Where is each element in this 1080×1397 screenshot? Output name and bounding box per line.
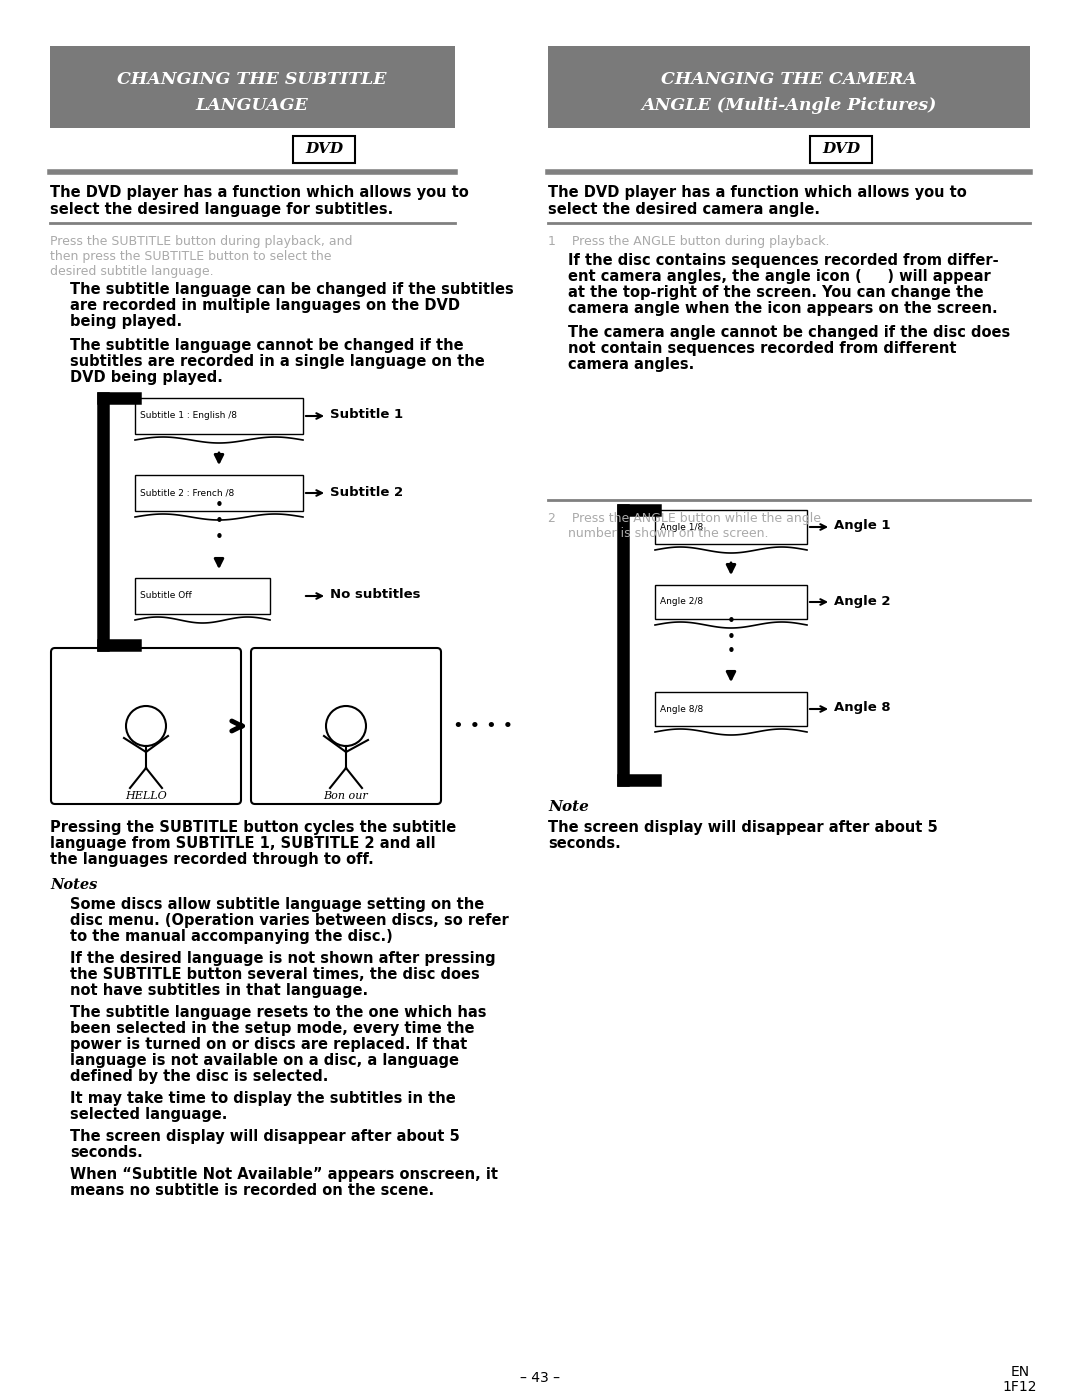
Text: LANGUAGE: LANGUAGE	[195, 96, 309, 113]
Bar	[293, 136, 355, 163]
Bar	[135, 475, 303, 511]
Text: •: •	[215, 499, 224, 514]
Bar	[135, 398, 303, 434]
Text: power is turned on or discs are replaced. If that: power is turned on or discs are replaced…	[70, 1037, 468, 1052]
Text: Angle 2/8: Angle 2/8	[660, 598, 703, 606]
Text: camera angle when the icon appears on the screen.: camera angle when the icon appears on th…	[568, 300, 998, 316]
Text: Angle 8: Angle 8	[834, 701, 891, 714]
Text: The screen display will disappear after about 5: The screen display will disappear after …	[70, 1129, 460, 1144]
Bar	[135, 578, 270, 615]
Text: Angle 1/8: Angle 1/8	[660, 522, 703, 531]
Text: seconds.: seconds.	[548, 835, 621, 851]
Text: at the top-right of the screen. You can change the: at the top-right of the screen. You can …	[568, 285, 984, 300]
Text: select the desired language for subtitles.: select the desired language for subtitle…	[50, 203, 393, 217]
Text: desired subtitle language.: desired subtitle language.	[50, 265, 214, 278]
Text: Subtitle 2 : French /8: Subtitle 2 : French /8	[140, 489, 234, 497]
Text: Subtitle 2: Subtitle 2	[330, 486, 403, 499]
Text: When “Subtitle Not Available” appears onscreen, it: When “Subtitle Not Available” appears on…	[70, 1166, 498, 1182]
Text: the SUBTITLE button several times, the disc does: the SUBTITLE button several times, the d…	[70, 967, 480, 982]
Text: Note: Note	[548, 800, 589, 814]
Text: •: •	[215, 531, 224, 545]
Text: It may take time to display the subtitles in the: It may take time to display the subtitle…	[70, 1091, 456, 1106]
Text: are recorded in multiple languages on the DVD: are recorded in multiple languages on th…	[70, 298, 460, 313]
Text: seconds.: seconds.	[70, 1146, 143, 1160]
Text: not have subtitles in that language.: not have subtitles in that language.	[70, 983, 368, 997]
Text: Pressing the SUBTITLE button cycles the subtitle: Pressing the SUBTITLE button cycles the …	[50, 820, 456, 835]
Text: number is shown on the screen.: number is shown on the screen.	[548, 527, 769, 541]
Text: ANGLE (Multi-Angle Pictures): ANGLE (Multi-Angle Pictures)	[642, 96, 936, 113]
Text: – 43 –: – 43 –	[519, 1370, 561, 1384]
Text: Some discs allow subtitle language setting on the: Some discs allow subtitle language setti…	[70, 897, 484, 912]
Text: The camera angle cannot be changed if the disc does: The camera angle cannot be changed if th…	[568, 326, 1010, 339]
Text: The DVD player has a function which allows you to: The DVD player has a function which allo…	[50, 184, 469, 200]
Text: camera angles.: camera angles.	[568, 358, 694, 372]
Text: select the desired camera angle.: select the desired camera angle.	[548, 203, 820, 217]
Text: language is not available on a disc, a language: language is not available on a disc, a l…	[70, 1053, 459, 1067]
Bar	[50, 46, 455, 129]
Text: disc menu. (Operation varies between discs, so refer: disc menu. (Operation varies between dis…	[70, 914, 509, 928]
Text: The subtitle language cannot be changed if the: The subtitle language cannot be changed …	[70, 338, 463, 353]
Text: If the disc contains sequences recorded from differ-: If the disc contains sequences recorded …	[568, 253, 999, 268]
Text: 1F12: 1F12	[1002, 1380, 1037, 1394]
Text: If the desired language is not shown after pressing: If the desired language is not shown aft…	[70, 951, 496, 965]
Text: No subtitles: No subtitles	[330, 588, 420, 602]
Text: means no subtitle is recorded on the scene.: means no subtitle is recorded on the sce…	[70, 1183, 434, 1199]
Text: The screen display will disappear after about 5: The screen display will disappear after …	[548, 820, 937, 835]
Text: being played.: being played.	[70, 314, 183, 330]
FancyBboxPatch shape	[51, 648, 241, 805]
Text: •: •	[727, 644, 735, 659]
Text: Subtitle 1 : English /8: Subtitle 1 : English /8	[140, 412, 237, 420]
Text: Angle 8/8: Angle 8/8	[660, 704, 703, 714]
Bar	[654, 692, 807, 726]
Text: EN: EN	[1011, 1365, 1029, 1379]
Text: Angle 1: Angle 1	[834, 520, 891, 532]
Text: Subtitle 1: Subtitle 1	[330, 408, 403, 422]
Text: • • • •: • • • •	[453, 717, 513, 735]
Text: CHANGING THE CAMERA: CHANGING THE CAMERA	[661, 71, 917, 88]
Text: language from SUBTITLE 1, SUBTITLE 2 and all: language from SUBTITLE 1, SUBTITLE 2 and…	[50, 835, 435, 851]
Text: •: •	[727, 630, 735, 644]
Bar	[654, 585, 807, 619]
Text: the languages recorded through to off.: the languages recorded through to off.	[50, 852, 374, 868]
FancyBboxPatch shape	[251, 648, 441, 805]
Text: ent camera angles, the angle icon (     ) will appear: ent camera angles, the angle icon ( ) wi…	[568, 270, 990, 284]
Text: been selected in the setup mode, every time the: been selected in the setup mode, every t…	[70, 1021, 474, 1037]
Text: defined by the disc is selected.: defined by the disc is selected.	[70, 1069, 328, 1084]
Text: DVD being played.: DVD being played.	[70, 370, 222, 386]
Text: 1    Press the ANGLE button during playback.: 1 Press the ANGLE button during playback…	[548, 235, 829, 249]
Bar	[654, 510, 807, 543]
Text: 2    Press the ANGLE button while the angle: 2 Press the ANGLE button while the angle	[548, 511, 821, 525]
Text: to the manual accompanying the disc.): to the manual accompanying the disc.)	[70, 929, 393, 944]
Bar	[548, 46, 1030, 129]
Text: selected language.: selected language.	[70, 1106, 228, 1122]
Text: The DVD player has a function which allows you to: The DVD player has a function which allo…	[548, 184, 967, 200]
Text: The subtitle language resets to the one which has: The subtitle language resets to the one …	[70, 1004, 486, 1020]
Text: then press the SUBTITLE button to select the: then press the SUBTITLE button to select…	[50, 250, 332, 263]
Text: Bon our: Bon our	[324, 791, 368, 800]
Text: not contain sequences recorded from different: not contain sequences recorded from diff…	[568, 341, 957, 356]
Text: CHANGING THE SUBTITLE: CHANGING THE SUBTITLE	[118, 71, 387, 88]
Text: DVD: DVD	[305, 142, 343, 156]
Text: subtitles are recorded in a single language on the: subtitles are recorded in a single langu…	[70, 353, 485, 369]
Text: DVD: DVD	[822, 142, 860, 156]
Text: Press the SUBTITLE button during playback, and: Press the SUBTITLE button during playbac…	[50, 235, 352, 249]
Text: The subtitle language can be changed if the subtitles: The subtitle language can be changed if …	[70, 282, 514, 298]
Text: Notes: Notes	[50, 877, 97, 893]
Text: •: •	[215, 514, 224, 529]
Text: Angle 2: Angle 2	[834, 595, 891, 608]
Bar	[810, 136, 872, 163]
Text: HELLO: HELLO	[125, 791, 167, 800]
Text: •: •	[727, 615, 735, 630]
Text: Subtitle Off: Subtitle Off	[140, 591, 192, 601]
